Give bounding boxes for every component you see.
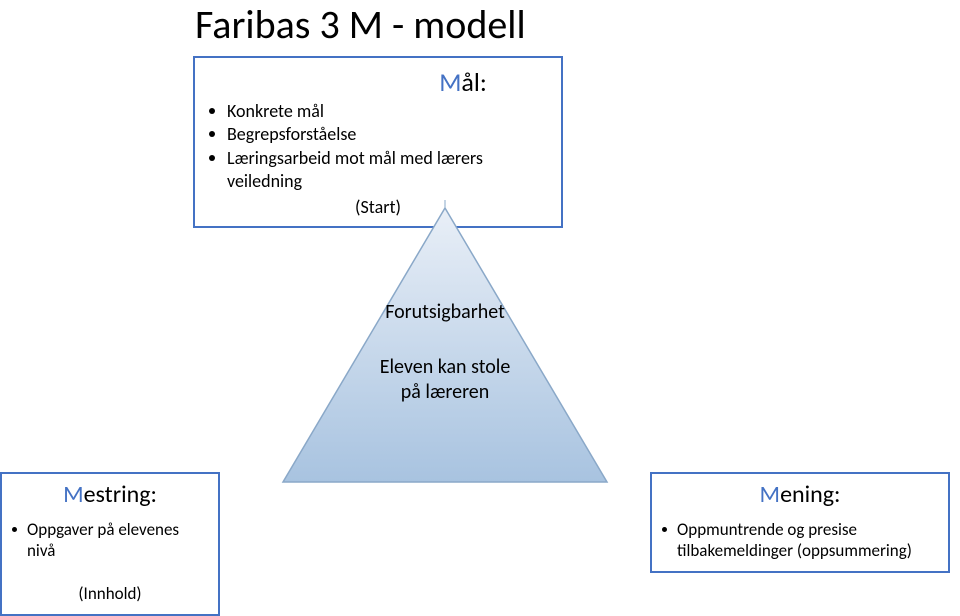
box-mening-title-rest: ening: [780,480,840,509]
box-mestring: Mestring: Oppgaver på elevenes nivå (Inn… [0,472,220,616]
box-mestring-title-letter: M [63,480,84,509]
bullet-icon [209,108,215,114]
bullet-icon [209,155,215,161]
list-item: Læringsarbeid mot mål med lærers veiledn… [209,147,547,194]
list-item: Oppmuntrende og presise tilbakemeldinger… [662,519,938,561]
list-item-text: Oppmuntrende og presise tilbakemeldinger… [677,519,938,561]
box-mening-title-letter: M [760,480,781,509]
box-mal-title-letter: M [439,66,461,98]
box-mal-title-rest: ål: [461,66,486,98]
box-mal-list: Konkrete mål Begrepsforståelse Læringsar… [209,100,547,194]
bullet-icon [209,131,215,137]
box-mestring-list: Oppgaver på elevenes nivå [12,519,208,561]
triangle-shape [275,200,615,490]
triangle-text-3: på læreren [275,380,615,404]
box-mal-title: Mål: [379,66,547,98]
box-mestring-title: Mestring: [12,480,208,509]
list-item-text: Læringsarbeid mot mål med lærers veiledn… [227,147,547,194]
triangle-text-1: Forutsigbarhet [275,300,615,324]
bullet-icon [662,527,667,532]
list-item-text: Oppgaver på elevenes nivå [27,519,208,561]
list-item: Konkrete mål [209,100,547,123]
list-item-text: Konkrete mål [227,100,324,123]
list-item-text: Begrepsforståelse [227,123,356,146]
box-mening-list: Oppmuntrende og presise tilbakemeldinger… [662,519,938,561]
triangle-diagram: Forutsigbarhet Eleven kan stole på lærer… [275,200,615,490]
page-title: Faribas 3 M - modell [195,0,526,49]
list-item: Begrepsforståelse [209,123,547,146]
box-mestring-title-rest: estring: [84,480,157,509]
box-mening: Mening: Oppmuntrende og presise tilbakem… [650,472,950,573]
list-item: Oppgaver på elevenes nivå [12,519,208,561]
bullet-icon [12,527,17,532]
triangle-text-2: Eleven kan stole [275,355,615,379]
box-mening-title: Mening: [662,480,938,509]
